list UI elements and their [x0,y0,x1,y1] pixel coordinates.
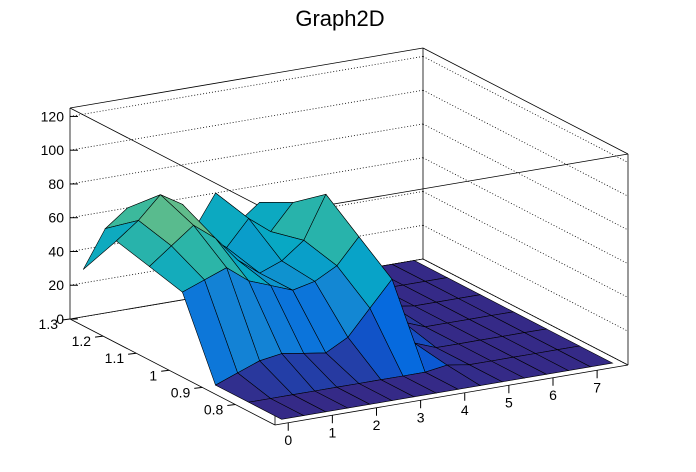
box-edge [69,107,276,215]
box-edge [422,258,629,366]
z-tick-label: 40 [48,243,64,259]
y-tick [227,403,236,406]
x-tick-label: 0 [284,432,292,448]
x-tick-label: 2 [373,417,381,433]
y-tick [61,318,71,321]
y-tick [128,352,137,355]
box-edge [274,364,629,426]
grid-line [69,123,424,185]
box-edge [69,318,276,426]
y-tick-label: 1.1 [105,350,125,366]
y-tick-label: 1 [149,367,157,383]
grid-line [422,89,629,197]
grid-line [422,56,629,163]
y-tick [194,386,203,389]
grid-line [69,56,424,117]
y-tick-label: 0.8 [204,401,224,417]
x-tick-label: 4 [461,402,469,418]
x-tick-label: 5 [505,394,513,410]
z-tick-label: 80 [48,176,64,192]
x-tick-label: 6 [549,387,557,403]
y-tick-label: 1.2 [72,333,92,349]
z-tick-label: 120 [41,108,65,124]
y-tick-label: 1.3 [39,316,59,332]
grid-line [69,157,424,219]
chart-title: Graph2D [295,6,384,31]
z-tick-label: 20 [48,277,64,293]
x-tick-label: 7 [593,379,601,395]
box-edge [274,153,629,215]
box-edge [69,47,424,109]
y-tick [95,335,104,338]
x-tick-label: 3 [417,409,425,425]
z-tick-label: 100 [41,142,65,158]
z-tick-label: 60 [48,210,64,226]
y-tick-label: 0.9 [171,384,191,400]
x-tick-label: 1 [328,424,336,440]
grid-line [422,123,629,231]
grid-line [422,191,629,298]
y-tick [161,369,170,372]
z-tick-label: 0 [56,311,64,327]
grid-line [422,224,629,332]
surface-patch [247,398,305,420]
grid-line [422,157,629,265]
box-edge [422,47,629,155]
